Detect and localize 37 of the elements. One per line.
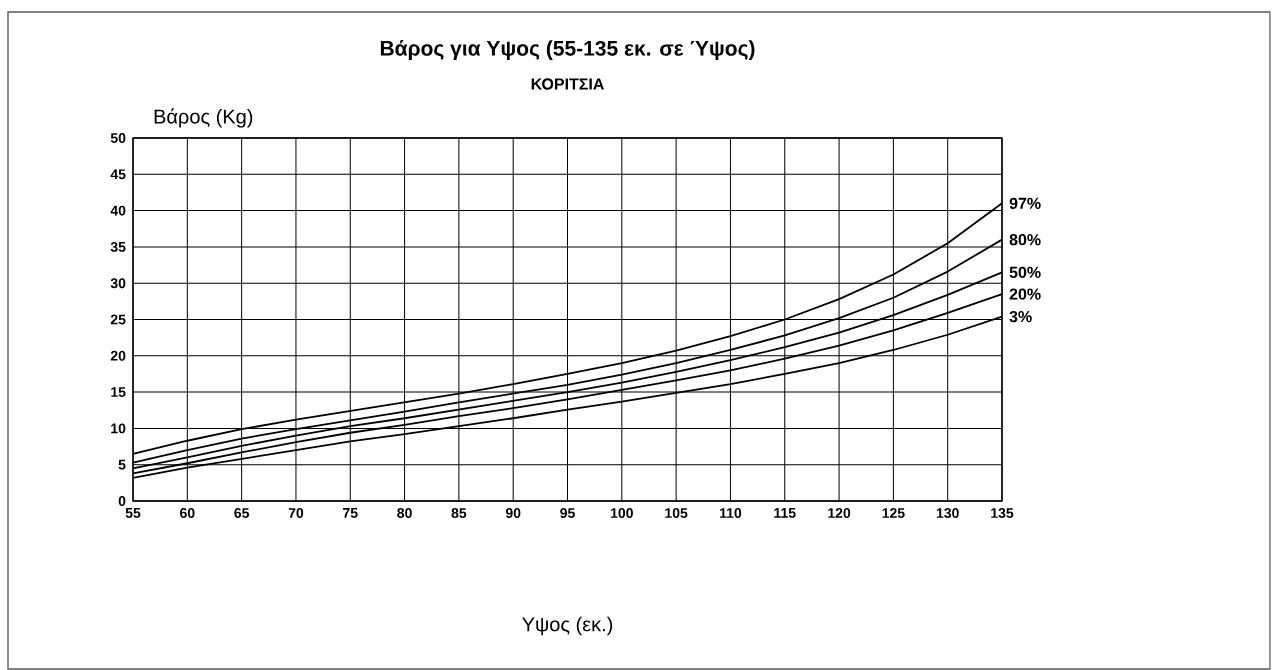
x-tick-label: 125 [882, 508, 905, 518]
x-tick-label: 65 [234, 508, 250, 518]
x-tick-label: 70 [288, 508, 304, 518]
y-tick-label: 40 [110, 205, 126, 216]
x-tick-label: 85 [451, 508, 467, 518]
chart-title: Βάρος για Υψος (55-135 εκ. σε Ύψος) [380, 40, 755, 60]
y-tick-label: 5 [118, 459, 126, 470]
y-tick-label: 25 [110, 314, 126, 325]
x-tick-label: 80 [397, 508, 412, 518]
x-tick-label: 120 [828, 508, 851, 518]
y-axis-title: Βάρος (Kg) [154, 108, 253, 128]
y-tick-label: 0 [118, 496, 126, 506]
x-tick-label: 135 [991, 508, 1014, 518]
x-tick-label: 115 [774, 508, 796, 518]
x-tick-label: 130 [936, 508, 959, 518]
y-tick-label: 45 [110, 169, 126, 180]
chart-subtitle: ΚΟΡΙΤΣΙΑ [531, 78, 604, 90]
series-label: 20% [1009, 288, 1041, 300]
x-tick-label: 60 [180, 508, 195, 518]
y-tick-label: 35 [110, 241, 126, 252]
x-tick-label: 90 [505, 508, 521, 518]
y-tick-label: 30 [110, 278, 126, 289]
y-tick-label: 20 [110, 350, 126, 361]
series-label: 97% [1009, 197, 1041, 210]
x-tick-label: 105 [665, 508, 688, 518]
y-tick-label: 15 [111, 387, 126, 397]
x-axis-title: Υψος (εκ.) [522, 616, 613, 636]
x-tick-label: 75 [343, 508, 358, 518]
x-tick-label: 100 [611, 508, 633, 518]
x-tick-label: 55 [125, 508, 141, 518]
series-label: 3% [1009, 310, 1032, 323]
y-tick-label: 50 [110, 133, 126, 143]
series-label: 50% [1009, 266, 1041, 278]
x-tick-label: 95 [560, 508, 575, 518]
series-label: 80% [1009, 233, 1041, 246]
y-tick-label: 10 [111, 423, 126, 434]
x-tick-label: 110 [720, 508, 742, 518]
